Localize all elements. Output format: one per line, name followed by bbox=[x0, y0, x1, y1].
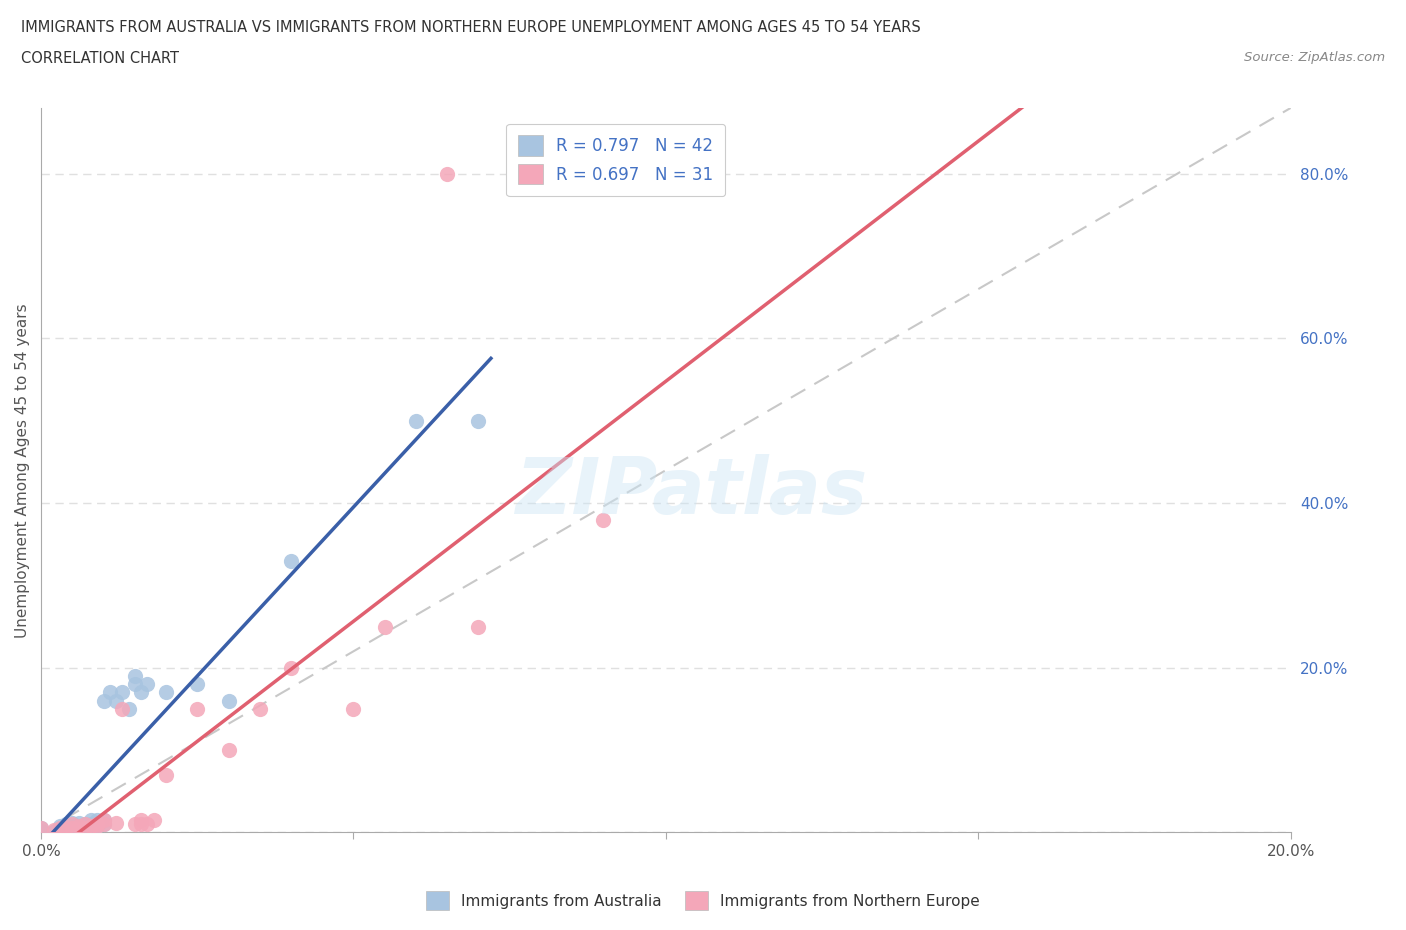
Point bbox=[186, 701, 208, 716]
Point bbox=[111, 701, 134, 716]
Point bbox=[55, 823, 77, 838]
Point bbox=[136, 677, 159, 692]
Point bbox=[592, 512, 614, 527]
Point bbox=[374, 619, 396, 634]
Point bbox=[93, 693, 115, 708]
Point bbox=[86, 818, 108, 833]
Point bbox=[129, 813, 152, 828]
Point bbox=[124, 677, 146, 692]
Point bbox=[80, 821, 103, 836]
Point bbox=[129, 817, 152, 831]
Point bbox=[93, 813, 115, 828]
Point bbox=[67, 815, 90, 830]
Text: ZIPatlas: ZIPatlas bbox=[515, 454, 868, 530]
Point bbox=[49, 822, 72, 837]
Point bbox=[67, 818, 90, 833]
Point bbox=[60, 815, 83, 830]
Point bbox=[93, 817, 115, 831]
Point bbox=[80, 817, 103, 831]
Point bbox=[49, 821, 72, 836]
Point bbox=[73, 822, 96, 837]
Point bbox=[218, 743, 240, 758]
Point bbox=[105, 693, 128, 708]
Point bbox=[30, 823, 52, 838]
Point bbox=[73, 817, 96, 831]
Point bbox=[111, 685, 134, 700]
Point bbox=[93, 817, 115, 831]
Y-axis label: Unemployment Among Ages 45 to 54 years: Unemployment Among Ages 45 to 54 years bbox=[15, 303, 30, 637]
Point bbox=[67, 821, 90, 836]
Text: CORRELATION CHART: CORRELATION CHART bbox=[21, 51, 179, 66]
Point bbox=[98, 685, 121, 700]
Point bbox=[42, 825, 65, 840]
Point bbox=[73, 821, 96, 836]
Point bbox=[280, 553, 302, 568]
Point bbox=[117, 701, 139, 716]
Point bbox=[124, 817, 146, 831]
Point bbox=[60, 818, 83, 833]
Point bbox=[342, 701, 364, 716]
Point bbox=[129, 685, 152, 700]
Point bbox=[55, 821, 77, 836]
Point bbox=[93, 813, 115, 828]
Legend: R = 0.797   N = 42, R = 0.697   N = 31: R = 0.797 N = 42, R = 0.697 N = 31 bbox=[506, 124, 725, 196]
Point bbox=[30, 821, 52, 836]
Text: IMMIGRANTS FROM AUSTRALIA VS IMMIGRANTS FROM NORTHERN EUROPE UNEMPLOYMENT AMONG : IMMIGRANTS FROM AUSTRALIA VS IMMIGRANTS … bbox=[21, 20, 921, 35]
Point bbox=[124, 669, 146, 684]
Point bbox=[86, 813, 108, 828]
Point bbox=[249, 701, 271, 716]
Point bbox=[60, 822, 83, 837]
Point bbox=[60, 817, 83, 831]
Point bbox=[86, 818, 108, 833]
Point bbox=[280, 660, 302, 675]
Point bbox=[42, 822, 65, 837]
Point bbox=[405, 413, 427, 428]
Legend: Immigrants from Australia, Immigrants from Northern Europe: Immigrants from Australia, Immigrants fr… bbox=[419, 884, 987, 918]
Point bbox=[80, 813, 103, 828]
Point bbox=[155, 767, 177, 782]
Point bbox=[49, 818, 72, 833]
Point bbox=[60, 820, 83, 835]
Point bbox=[142, 813, 165, 828]
Point bbox=[30, 821, 52, 836]
Point bbox=[60, 821, 83, 836]
Point bbox=[136, 817, 159, 831]
Point bbox=[80, 818, 103, 833]
Point bbox=[86, 817, 108, 831]
Point bbox=[55, 817, 77, 831]
Point bbox=[105, 815, 128, 830]
Point bbox=[186, 677, 208, 692]
Point bbox=[49, 821, 72, 836]
Text: Source: ZipAtlas.com: Source: ZipAtlas.com bbox=[1244, 51, 1385, 64]
Point bbox=[67, 818, 90, 833]
Point bbox=[467, 413, 489, 428]
Point bbox=[218, 693, 240, 708]
Point bbox=[73, 817, 96, 831]
Point bbox=[73, 820, 96, 835]
Point bbox=[467, 619, 489, 634]
Point bbox=[55, 821, 77, 836]
Point bbox=[436, 166, 458, 181]
Point bbox=[30, 825, 52, 840]
Point bbox=[155, 685, 177, 700]
